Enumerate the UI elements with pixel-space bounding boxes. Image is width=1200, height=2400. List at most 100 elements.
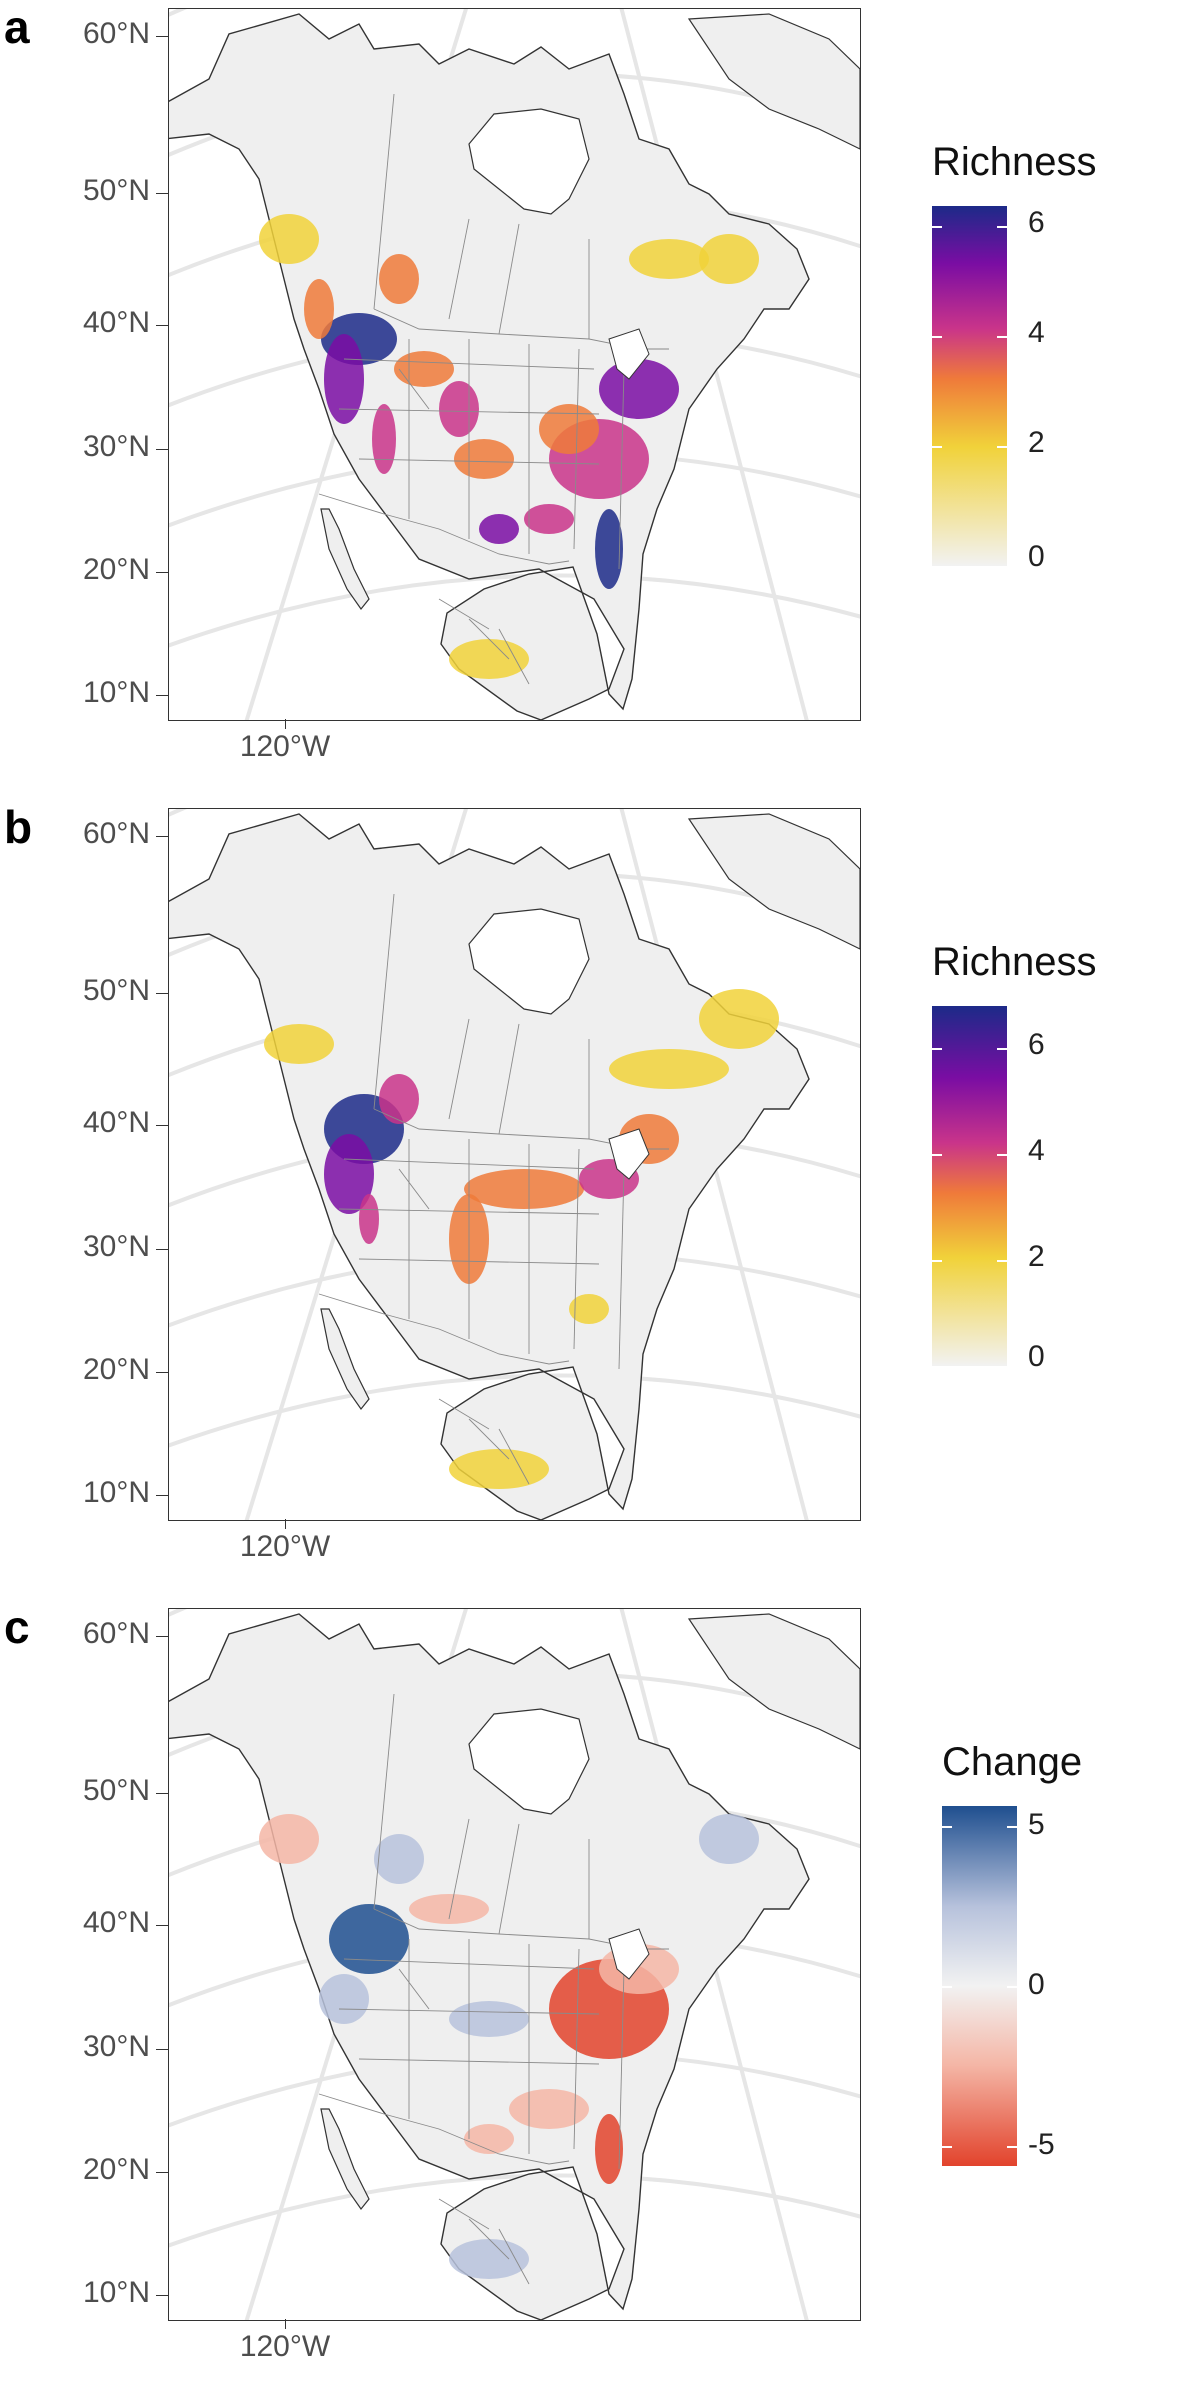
legend-tick-label: 6 — [1028, 206, 1045, 239]
value-region — [509, 2089, 589, 2129]
state-border — [358, 458, 600, 465]
lat-label-10: 10°N — [82, 676, 150, 709]
baja-peninsula — [320, 2108, 370, 2211]
panel-letter: a — [4, 1, 30, 53]
richness-layer — [264, 989, 779, 1489]
state-border — [618, 1168, 625, 1370]
value-region — [324, 334, 364, 424]
legend-tick-mark — [997, 226, 1007, 228]
legend-tick-mark — [997, 446, 1007, 448]
legend-color-bar — [932, 1006, 1007, 1366]
map-frame — [168, 808, 861, 1521]
value-region — [319, 1974, 369, 2024]
legend-tick-label: 2 — [1028, 1240, 1045, 1273]
value-region — [372, 404, 396, 474]
value-region — [379, 1074, 419, 1124]
admin-borders — [318, 1693, 669, 2285]
state-border — [438, 2198, 490, 2230]
value-region — [524, 504, 574, 534]
state-border — [468, 1418, 510, 1460]
legend-tick-mark — [932, 1260, 942, 1262]
legend-title: Change — [942, 1740, 1083, 1784]
greenland — [687, 13, 860, 150]
value-region — [379, 254, 419, 304]
state-border — [573, 1148, 580, 1350]
value-region — [449, 2001, 529, 2037]
legend-tick-mark — [932, 336, 942, 338]
state-border — [318, 493, 570, 565]
lat-label-50: 50°N — [82, 974, 150, 1007]
value-region — [609, 1049, 729, 1089]
value-region — [329, 1904, 409, 1974]
value-region — [449, 1449, 549, 1489]
value-region — [324, 1134, 374, 1214]
lat-tick — [156, 993, 168, 994]
value-region — [595, 509, 623, 589]
value-region — [569, 1294, 609, 1324]
legend-tick-mark — [932, 1048, 942, 1050]
state-border — [618, 368, 625, 570]
legend-color-bar — [942, 1806, 1017, 2166]
great-lakes — [608, 1928, 650, 1980]
lat-tick — [156, 1495, 168, 1496]
value-region — [629, 239, 709, 279]
state-border — [468, 618, 510, 660]
lat-tick — [156, 1249, 168, 1250]
lat-tick — [156, 2295, 168, 2296]
lat-tick — [156, 572, 168, 573]
lat-tick — [156, 2172, 168, 2173]
lat-label-10: 10°N — [82, 2276, 150, 2309]
lat-tick — [156, 193, 168, 194]
latitude-line — [169, 2173, 860, 2248]
lat-label-30: 30°N — [82, 430, 150, 463]
legend-tick-label: 5 — [1028, 1808, 1045, 1841]
state-border — [573, 1948, 580, 2150]
continent-land — [169, 13, 810, 720]
lat-label-30: 30°N — [82, 1230, 150, 1263]
value-region — [479, 514, 519, 544]
lat-tick — [156, 325, 168, 326]
richness-layer — [259, 214, 759, 679]
lat-label-60: 60°N — [82, 17, 150, 50]
lat-tick — [156, 695, 168, 696]
value-region — [394, 351, 454, 387]
north-america-map — [169, 9, 860, 720]
lat-label-40: 40°N — [82, 1106, 150, 1139]
lat-tick — [156, 1925, 168, 1926]
legend-tick-label: 0 — [1028, 540, 1045, 573]
baja-peninsula — [320, 1308, 370, 1411]
state-border — [438, 598, 490, 630]
panel-a: a 60°N 50°N 40°N 30°N 20°N 10°N 120°W Ri… — [0, 0, 1200, 800]
latitude-line — [169, 573, 860, 648]
legend-color-bar — [932, 206, 1007, 566]
legend-tick-mark — [997, 1154, 1007, 1156]
lat-tick — [156, 2049, 168, 2050]
lat-label-10: 10°N — [82, 1476, 150, 1509]
lon-label-120w: 120°W — [239, 730, 331, 763]
state-border — [498, 223, 520, 335]
state-border — [438, 1398, 490, 1430]
value-region — [449, 639, 529, 679]
legend-tick-label: 0 — [1028, 1340, 1045, 1373]
state-border — [398, 1968, 430, 2010]
lat-label-30: 30°N — [82, 2030, 150, 2063]
legend-tick-mark — [1007, 1826, 1017, 1828]
lon-label-120w: 120°W — [239, 1530, 331, 1563]
legend: Change 5 0 -5 — [920, 1740, 1180, 2200]
legend-tick-mark — [997, 1048, 1007, 1050]
value-region — [439, 381, 479, 437]
state-border — [498, 1428, 530, 1485]
legend-tick-label: 0 — [1028, 1968, 1045, 2001]
lat-tick — [156, 36, 168, 37]
value-region — [464, 2124, 514, 2154]
lon-tick — [285, 719, 286, 729]
value-region — [699, 234, 759, 284]
hudson-bay — [468, 908, 590, 1015]
lat-tick — [156, 1125, 168, 1126]
state-border — [498, 1023, 520, 1135]
north-america-map — [169, 809, 860, 1520]
value-region — [699, 989, 779, 1049]
lon-tick — [285, 1519, 286, 1529]
lon-label-120w: 120°W — [239, 2330, 331, 2363]
